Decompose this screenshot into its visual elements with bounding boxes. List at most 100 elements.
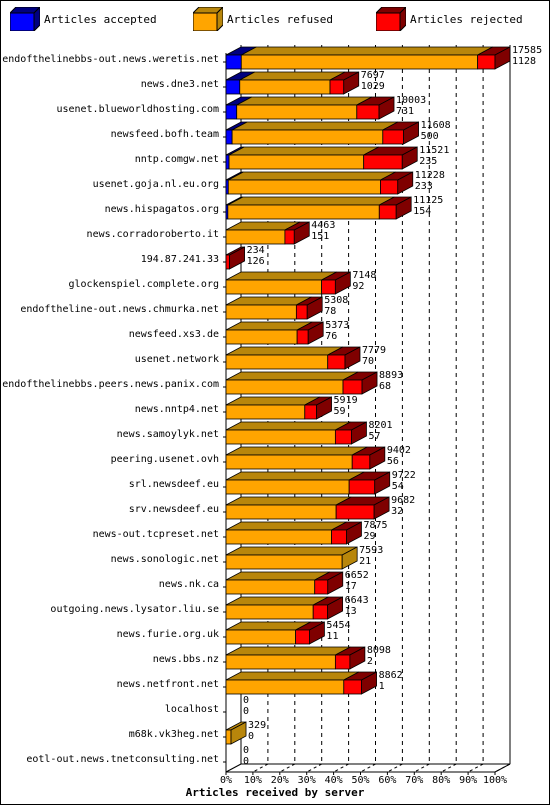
bar-side — [395, 196, 412, 220]
bar-segment — [363, 154, 403, 170]
bar-segment-top — [239, 71, 346, 81]
total-value-label: 11521 — [419, 145, 449, 156]
bar-segment-top — [225, 471, 365, 481]
bar-segment — [225, 354, 329, 370]
total-value-label: 9682 — [391, 495, 415, 506]
x-tick-label: 60% — [378, 775, 396, 786]
floor-left-line — [225, 763, 242, 773]
total-value-label: 8862 — [379, 670, 403, 681]
total-value-label: 0 — [243, 695, 249, 706]
category-label: glockenspiel.complete.org — [68, 279, 219, 290]
bar-segment — [225, 229, 286, 245]
bar-segment — [334, 654, 351, 670]
bar-segment — [378, 204, 397, 220]
gridline-floor — [252, 763, 269, 773]
secondary-value-label: 151 — [311, 231, 329, 242]
category-label: news.furie.org.uk — [117, 629, 219, 640]
total-value-label: 9402 — [387, 445, 411, 456]
category-label: endofthelinebbs-out.news.weretis.net — [2, 54, 219, 65]
bar-segment — [225, 629, 297, 645]
bar-segment — [239, 79, 331, 95]
bar-segment-top — [225, 421, 351, 431]
secondary-value-label: 32 — [391, 506, 403, 517]
total-value-label: 6643 — [345, 595, 369, 606]
gridline-floor — [414, 763, 430, 773]
category-label: news.corradoroberto.it — [87, 229, 219, 240]
total-value-label: 5919 — [334, 395, 358, 406]
bar-side — [373, 496, 390, 520]
bar-segment — [342, 379, 363, 395]
bar-segment — [225, 129, 233, 145]
bar-segment — [382, 129, 404, 145]
category-label: news.dne3.net — [141, 79, 219, 90]
bar-side — [229, 246, 245, 270]
bar-segment — [225, 254, 230, 270]
category-label: news.nk.ca — [159, 579, 219, 590]
category-label: outgoing.news.lysator.liu.se — [50, 604, 219, 615]
bar-segment — [236, 104, 358, 120]
bar-segment-top — [225, 521, 347, 531]
bar-segment — [348, 479, 376, 495]
bar-side — [494, 46, 511, 70]
bar-segment — [331, 529, 347, 545]
gridline-floor — [387, 763, 403, 773]
category-label: newsfeed.xs3.de — [129, 329, 219, 340]
x-tick-label: 10% — [244, 775, 262, 786]
bar-side — [378, 96, 395, 120]
secondary-value-label: 731 — [396, 106, 414, 117]
category-label: peering.usenet.ovh — [111, 454, 219, 465]
bar-segment — [295, 304, 308, 320]
bar-segment — [304, 404, 317, 420]
total-value-label: 11125 — [413, 195, 443, 206]
gridline-floor — [333, 763, 349, 773]
total-value-label: 7593 — [359, 545, 383, 556]
total-value-label: 7697 — [361, 70, 385, 81]
secondary-value-label: 500 — [421, 131, 439, 142]
bar-segment — [227, 204, 380, 220]
category-label: news.samoylyk.net — [117, 429, 219, 440]
bar-segment-top — [225, 371, 359, 381]
category-label: news.bbs.nz — [153, 654, 219, 665]
total-value-label: 0 — [243, 745, 249, 756]
bar-segment — [312, 604, 329, 620]
total-value-label: 4463 — [311, 220, 335, 231]
total-value-label: 8201 — [368, 420, 392, 431]
bar-side — [307, 321, 324, 345]
total-value-label: 11228 — [415, 170, 445, 181]
secondary-value-label: 1 — [379, 681, 385, 692]
bar-side — [334, 271, 351, 295]
bar-segment — [314, 579, 329, 595]
bar-segment — [335, 504, 375, 520]
bar-segment — [295, 629, 310, 645]
x-tick-label: 40% — [325, 775, 343, 786]
bar-segment — [227, 179, 381, 195]
secondary-value-label: 233 — [415, 181, 433, 192]
bar-segment-top — [241, 46, 493, 56]
bar-segment — [343, 679, 362, 695]
secondary-value-label: 0 — [243, 756, 249, 767]
total-value-label: 5373 — [325, 320, 349, 331]
x-axis-label: Articles received by server — [185, 786, 365, 799]
bar-segment — [225, 279, 323, 295]
category-label: news.sonologic.net — [111, 554, 219, 565]
bar-side — [369, 446, 386, 470]
bar-segment-top — [225, 271, 337, 281]
legend-label-rejected: Articles rejected — [410, 13, 523, 26]
bar-segment — [351, 454, 371, 470]
bar-segment — [327, 354, 346, 370]
x-tick-label: 20% — [271, 775, 289, 786]
total-value-label: 6652 — [345, 570, 369, 581]
bar-segment — [225, 654, 336, 670]
category-label: endofthelinebbs.peers.news.panix.com — [2, 379, 219, 390]
gridline-floor — [440, 763, 457, 773]
secondary-value-label: 70 — [362, 356, 374, 367]
x-tick-label: 50% — [351, 775, 369, 786]
bar-segment-top — [225, 446, 368, 456]
total-value-label: 5308 — [324, 295, 348, 306]
bar-side — [327, 571, 344, 595]
secondary-value-label: 21 — [359, 556, 371, 567]
bar-segment — [225, 79, 241, 95]
bar-segment — [356, 104, 380, 120]
secondary-value-label: 2 — [367, 656, 373, 667]
gridline-floor — [306, 763, 322, 773]
